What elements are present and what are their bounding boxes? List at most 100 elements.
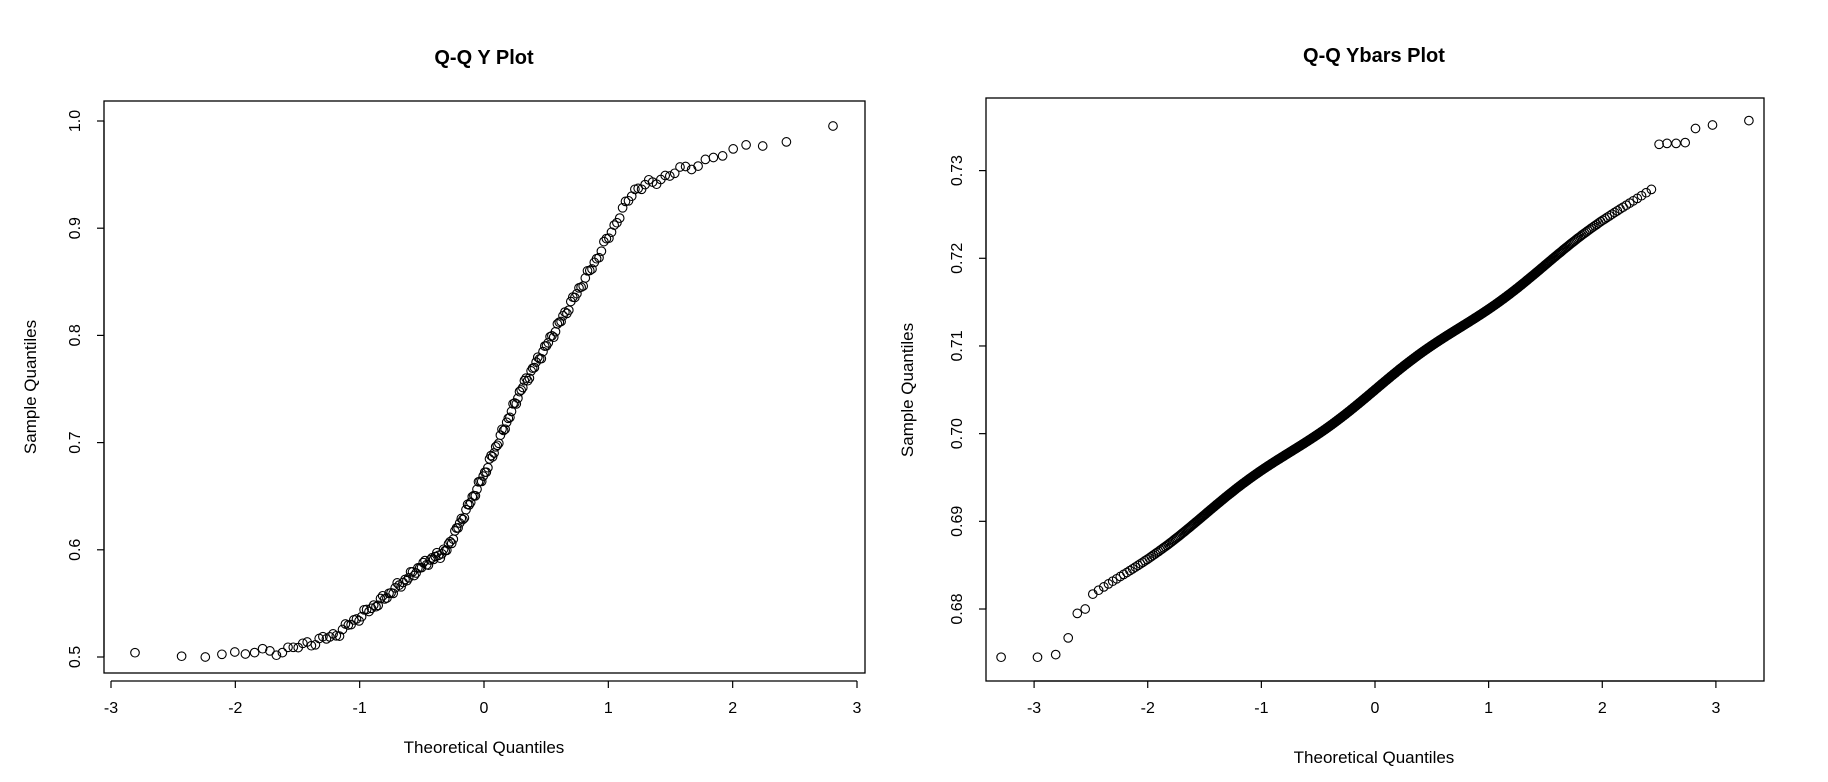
data-point bbox=[700, 154, 711, 165]
data-point bbox=[664, 171, 675, 181]
data-point bbox=[606, 227, 617, 238]
data-point bbox=[356, 611, 367, 622]
data-point bbox=[366, 603, 377, 614]
data-point bbox=[996, 652, 1006, 663]
data-point bbox=[498, 425, 509, 436]
data-point bbox=[1581, 227, 1592, 237]
data-point bbox=[594, 252, 604, 263]
data-point bbox=[277, 647, 288, 658]
data-point bbox=[130, 647, 140, 658]
data-point bbox=[453, 523, 463, 533]
data-point bbox=[1654, 139, 1664, 150]
data-point bbox=[617, 202, 628, 213]
data-point bbox=[1607, 209, 1617, 220]
data-point bbox=[437, 548, 447, 559]
data-point bbox=[490, 441, 501, 452]
y-tick-label: 0.5 bbox=[67, 646, 84, 668]
data-point bbox=[596, 246, 607, 257]
data-point bbox=[509, 398, 520, 408]
data-point bbox=[1032, 652, 1043, 663]
y-tick-label: 0.72 bbox=[949, 243, 966, 274]
x-tick-label: -3 bbox=[1027, 700, 1041, 717]
data-point bbox=[708, 152, 719, 163]
data-point bbox=[728, 144, 739, 154]
data-point bbox=[1602, 212, 1613, 223]
data-point bbox=[1707, 120, 1718, 130]
data-point bbox=[1063, 633, 1074, 643]
data-point bbox=[371, 601, 381, 612]
data-point bbox=[717, 151, 728, 161]
data-point bbox=[486, 450, 496, 461]
data-point bbox=[402, 575, 412, 586]
y-tick-label: 0.71 bbox=[949, 330, 966, 361]
y-tick-label: 0.68 bbox=[949, 593, 966, 624]
data-point bbox=[240, 649, 251, 659]
data-point bbox=[200, 652, 211, 662]
data-point bbox=[580, 273, 591, 283]
data-point bbox=[1093, 585, 1104, 596]
data-point bbox=[364, 606, 374, 617]
data-point bbox=[545, 331, 555, 342]
data-point bbox=[548, 332, 559, 343]
data-point bbox=[1155, 545, 1166, 555]
data-point bbox=[464, 500, 475, 510]
y-axis: 0.5 0.6 0.7 0.8 0.9 1.0 bbox=[67, 110, 105, 668]
y-tick-label: 0.6 bbox=[67, 539, 84, 561]
data-point bbox=[283, 642, 293, 653]
data-point bbox=[297, 638, 308, 649]
x-tick-label: 3 bbox=[853, 700, 862, 717]
data-point bbox=[511, 399, 522, 409]
data-point bbox=[1636, 190, 1647, 201]
data-point bbox=[288, 642, 299, 653]
data-point bbox=[249, 647, 260, 658]
data-point bbox=[435, 553, 446, 564]
data-point bbox=[1680, 137, 1691, 148]
data-point bbox=[481, 467, 492, 478]
data-point bbox=[1604, 210, 1615, 221]
data-point bbox=[373, 600, 384, 611]
x-tick-label: 0 bbox=[1371, 700, 1380, 717]
data-point bbox=[334, 631, 345, 641]
x-tick-label: -2 bbox=[228, 700, 242, 717]
data-points bbox=[130, 121, 838, 662]
data-point bbox=[521, 373, 531, 383]
data-point bbox=[529, 362, 540, 373]
data-point bbox=[497, 424, 507, 435]
data-point bbox=[741, 140, 751, 150]
x-axis-label: Theoretical Quantiles bbox=[1294, 748, 1455, 767]
data-point bbox=[556, 316, 566, 327]
x-tick-label: 2 bbox=[1598, 700, 1607, 717]
x-tick-label: 1 bbox=[604, 700, 613, 717]
data-point bbox=[306, 640, 317, 651]
x-axis-label: Theoretical Quantiles bbox=[404, 738, 565, 757]
x-axis: -3 -2 -1 0 1 2 3 bbox=[1027, 680, 1720, 717]
data-points bbox=[996, 115, 1754, 663]
data-point bbox=[524, 373, 535, 384]
data-point bbox=[1744, 115, 1754, 126]
data-point bbox=[587, 264, 597, 274]
y-tick-label: 0.70 bbox=[949, 418, 966, 449]
data-point bbox=[1133, 560, 1143, 571]
data-point bbox=[538, 346, 548, 357]
data-point bbox=[1690, 123, 1701, 134]
data-point bbox=[1671, 138, 1681, 149]
x-tick-label: 3 bbox=[1711, 700, 1720, 717]
data-point bbox=[1130, 562, 1141, 572]
data-point bbox=[346, 619, 356, 630]
data-point bbox=[375, 593, 386, 604]
data-point bbox=[541, 340, 552, 351]
y-tick-label: 0.73 bbox=[949, 155, 966, 186]
data-point bbox=[513, 393, 523, 404]
data-point bbox=[500, 424, 510, 435]
data-point bbox=[409, 570, 420, 581]
data-point bbox=[522, 375, 533, 386]
x-tick-label: -1 bbox=[1254, 700, 1268, 717]
data-point bbox=[516, 385, 527, 395]
data-point bbox=[257, 643, 268, 654]
data-point bbox=[351, 614, 362, 624]
y-axis-label: Sample Quantiles bbox=[21, 320, 40, 454]
data-point bbox=[461, 504, 471, 515]
data-point bbox=[536, 353, 547, 364]
data-point bbox=[361, 604, 372, 615]
